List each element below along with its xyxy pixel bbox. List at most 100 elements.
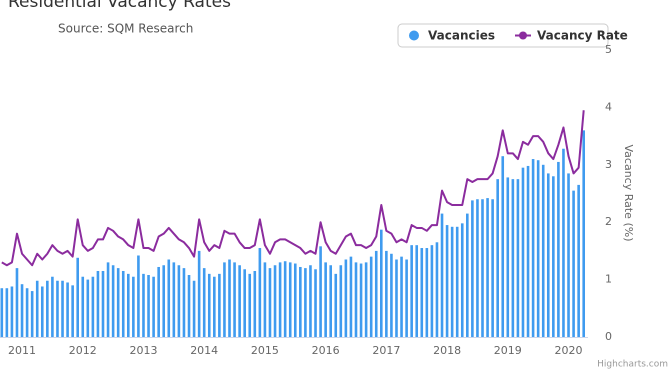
bar bbox=[349, 256, 353, 337]
bar bbox=[56, 280, 59, 337]
y-tick-label: 0 bbox=[605, 330, 612, 343]
bar bbox=[25, 288, 29, 337]
chart-title: Residential Vacancy Rates bbox=[8, 0, 231, 12]
bar bbox=[430, 245, 434, 337]
y-tick-label: 3 bbox=[605, 158, 612, 171]
bar bbox=[288, 262, 292, 337]
bar bbox=[207, 273, 211, 337]
bar bbox=[192, 280, 196, 337]
bar bbox=[496, 179, 499, 337]
bar bbox=[319, 246, 322, 337]
bar bbox=[243, 269, 246, 337]
bar bbox=[521, 167, 525, 337]
bar bbox=[536, 160, 540, 337]
line bbox=[1, 110, 585, 267]
bar bbox=[263, 262, 267, 337]
bar bbox=[147, 275, 150, 337]
bar bbox=[61, 280, 64, 337]
bar bbox=[106, 262, 110, 337]
bar bbox=[425, 248, 429, 337]
legend-label: Vacancy Rate bbox=[537, 29, 628, 43]
bar bbox=[66, 282, 69, 337]
bar bbox=[471, 200, 474, 337]
bar bbox=[405, 259, 408, 337]
bar bbox=[86, 279, 90, 337]
bar bbox=[142, 273, 145, 337]
bar bbox=[127, 273, 130, 337]
chart-subtitle: Source: SQM Research bbox=[58, 22, 193, 36]
bar bbox=[253, 270, 257, 337]
bar bbox=[177, 265, 181, 337]
bar bbox=[162, 265, 166, 337]
y-tick-label: 1 bbox=[605, 273, 612, 286]
bar bbox=[395, 259, 398, 337]
bar bbox=[152, 276, 155, 337]
bar bbox=[10, 286, 14, 337]
bar bbox=[197, 250, 201, 337]
bar bbox=[466, 213, 469, 337]
bar bbox=[374, 250, 378, 337]
bar bbox=[476, 199, 479, 337]
bar bbox=[172, 262, 176, 337]
bar bbox=[283, 261, 287, 337]
bar bbox=[132, 276, 135, 337]
bar bbox=[369, 256, 373, 337]
bar bbox=[455, 226, 459, 337]
bar bbox=[334, 273, 338, 337]
bar bbox=[71, 285, 74, 337]
bar bbox=[15, 268, 19, 337]
bar bbox=[218, 273, 221, 337]
bar bbox=[213, 276, 216, 337]
bar bbox=[415, 245, 419, 337]
bar bbox=[314, 269, 317, 337]
credit: Highcharts.com bbox=[597, 360, 668, 370]
bar bbox=[299, 266, 302, 337]
bar bbox=[582, 130, 585, 337]
bar bbox=[440, 213, 444, 337]
bar bbox=[445, 225, 449, 337]
bar bbox=[491, 199, 494, 337]
bar bbox=[410, 245, 413, 337]
bar bbox=[572, 190, 575, 337]
bar bbox=[202, 268, 206, 337]
bar bbox=[359, 263, 363, 337]
bar bbox=[278, 262, 282, 337]
x-tick-label: 2011 bbox=[8, 344, 36, 357]
bar bbox=[304, 268, 307, 337]
bar bbox=[344, 259, 348, 337]
bar bbox=[293, 263, 297, 337]
bar bbox=[324, 262, 327, 337]
bar bbox=[258, 248, 262, 337]
bar bbox=[567, 173, 570, 337]
bar bbox=[501, 156, 505, 337]
legend-label: Vacancies bbox=[428, 29, 495, 43]
x-tick-label: 2015 bbox=[251, 344, 279, 357]
bar bbox=[273, 265, 277, 337]
bar bbox=[5, 288, 9, 337]
bar bbox=[137, 255, 140, 337]
legend-symbol bbox=[409, 30, 419, 41]
bar bbox=[157, 266, 160, 337]
bar bbox=[51, 276, 54, 337]
legend-box bbox=[397, 23, 609, 48]
bar bbox=[116, 268, 120, 337]
bar bbox=[233, 262, 236, 337]
y-tick-label: 4 bbox=[605, 100, 612, 113]
bar bbox=[546, 173, 550, 337]
bar bbox=[354, 262, 358, 337]
y-axis-title: Vacancy Rate (%) bbox=[622, 145, 635, 242]
bar bbox=[35, 280, 39, 337]
x-tick-label: 2017 bbox=[372, 344, 400, 357]
bar bbox=[20, 284, 24, 337]
bar bbox=[526, 165, 530, 337]
bar bbox=[506, 177, 510, 337]
bar bbox=[121, 270, 125, 337]
bar bbox=[486, 198, 489, 337]
bar bbox=[101, 270, 105, 337]
bar bbox=[0, 288, 4, 337]
bar bbox=[81, 276, 85, 337]
bar bbox=[40, 286, 44, 337]
x-tick-label: 2013 bbox=[129, 344, 157, 357]
